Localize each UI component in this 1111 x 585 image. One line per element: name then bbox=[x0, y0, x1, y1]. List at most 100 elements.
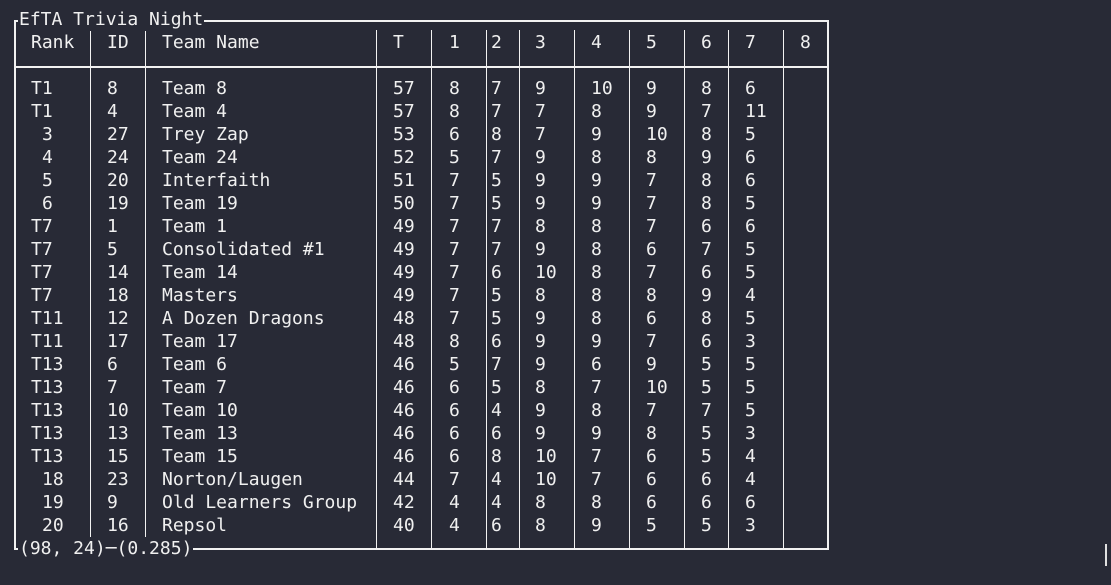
cell-7: 3 bbox=[745, 423, 756, 444]
cell-1: 7 bbox=[449, 216, 460, 237]
column-divider bbox=[629, 30, 630, 548]
cell-id: 27 bbox=[107, 124, 129, 145]
cell-5: 6 bbox=[646, 308, 657, 329]
cell-t: 48 bbox=[393, 308, 415, 329]
cell-rank: 19 bbox=[42, 492, 64, 513]
cell-team-name: Team 17 bbox=[162, 331, 238, 352]
status-time: (0.285) bbox=[116, 538, 193, 559]
cell-team-name: Interfaith bbox=[162, 170, 271, 191]
cell-rank: T7 bbox=[31, 285, 53, 306]
cell-t: 46 bbox=[393, 377, 415, 398]
cell-2: 5 bbox=[491, 170, 502, 191]
cell-1: 7 bbox=[449, 308, 460, 329]
status-bar: (98, 24)─(0.285) bbox=[18, 537, 194, 560]
cell-7: 6 bbox=[745, 492, 756, 513]
cell-7: 5 bbox=[745, 354, 756, 375]
cell-t: 51 bbox=[393, 170, 415, 191]
cell-2: 4 bbox=[491, 400, 502, 421]
cell-rank: 3 bbox=[42, 124, 53, 145]
cell-t: 42 bbox=[393, 492, 415, 513]
cell-6: 8 bbox=[701, 124, 712, 145]
cell-id: 19 bbox=[107, 193, 129, 214]
cell-1: 7 bbox=[449, 469, 460, 490]
cell-6: 5 bbox=[701, 354, 712, 375]
cell-4: 9 bbox=[591, 515, 602, 536]
cell-6: 8 bbox=[701, 308, 712, 329]
cell-id: 15 bbox=[107, 446, 129, 467]
cell-4: 8 bbox=[591, 308, 602, 329]
cell-6: 8 bbox=[701, 170, 712, 191]
cell-t: 49 bbox=[393, 239, 415, 260]
cell-3: 9 bbox=[535, 331, 546, 352]
cell-4: 9 bbox=[591, 124, 602, 145]
cell-2: 5 bbox=[491, 285, 502, 306]
cell-5: 8 bbox=[646, 147, 657, 168]
cell-5: 7 bbox=[646, 262, 657, 283]
cell-5: 9 bbox=[646, 354, 657, 375]
cell-3: 8 bbox=[535, 515, 546, 536]
cell-6: 8 bbox=[701, 193, 712, 214]
cell-3: 9 bbox=[535, 308, 546, 329]
cell-team-name: Consolidated #1 bbox=[162, 239, 325, 260]
cell-1: 8 bbox=[449, 101, 460, 122]
cell-7: 5 bbox=[745, 400, 756, 421]
cell-rank: T7 bbox=[31, 239, 53, 260]
cell-2: 8 bbox=[491, 446, 502, 467]
cell-team-name: Team 19 bbox=[162, 193, 238, 214]
cell-6: 5 bbox=[701, 423, 712, 444]
cell-2: 5 bbox=[491, 193, 502, 214]
cell-2: 7 bbox=[491, 147, 502, 168]
cell-team-name: Team 8 bbox=[162, 78, 228, 99]
cell-3: 9 bbox=[535, 193, 546, 214]
cell-5: 8 bbox=[646, 285, 657, 306]
cell-2: 7 bbox=[491, 101, 502, 122]
cell-6: 5 bbox=[701, 515, 712, 536]
cell-team-name: Team 14 bbox=[162, 262, 238, 283]
cell-1: 5 bbox=[449, 147, 460, 168]
cell-5: 8 bbox=[646, 423, 657, 444]
window-title: EfTA Trivia Night bbox=[18, 8, 205, 31]
cell-7: 6 bbox=[745, 78, 756, 99]
cell-7: 6 bbox=[745, 216, 756, 237]
cell-2: 7 bbox=[491, 354, 502, 375]
cell-team-name: Team 4 bbox=[162, 101, 228, 122]
cell-6: 5 bbox=[701, 446, 712, 467]
border-left bbox=[14, 20, 16, 550]
cell-2: 7 bbox=[491, 78, 502, 99]
cell-4: 8 bbox=[591, 216, 602, 237]
cell-5: 7 bbox=[646, 331, 657, 352]
cell-id: 23 bbox=[107, 469, 129, 490]
cell-id: 9 bbox=[107, 492, 118, 513]
column-divider bbox=[519, 30, 520, 548]
cell-2: 6 bbox=[491, 423, 502, 444]
cell-3: 9 bbox=[535, 78, 546, 99]
column-divider bbox=[431, 30, 432, 548]
cell-6: 7 bbox=[701, 101, 712, 122]
cell-t: 44 bbox=[393, 469, 415, 490]
cell-2: 4 bbox=[491, 492, 502, 513]
cell-rank: 20 bbox=[42, 515, 64, 536]
cell-rank: 18 bbox=[42, 469, 64, 490]
cell-rank: T13 bbox=[31, 400, 64, 421]
cell-id: 7 bbox=[107, 377, 118, 398]
cell-1: 4 bbox=[449, 515, 460, 536]
cell-4: 8 bbox=[591, 285, 602, 306]
cell-6: 6 bbox=[701, 469, 712, 490]
cell-id: 13 bbox=[107, 423, 129, 444]
cell-t: 49 bbox=[393, 216, 415, 237]
cell-4: 7 bbox=[591, 446, 602, 467]
cell-5: 9 bbox=[646, 101, 657, 122]
column-divider bbox=[728, 30, 729, 548]
cell-team-name: Team 10 bbox=[162, 400, 238, 421]
cell-1: 6 bbox=[449, 400, 460, 421]
cell-team-name: Team 13 bbox=[162, 423, 238, 444]
cell-5: 7 bbox=[646, 193, 657, 214]
cell-3: 8 bbox=[535, 216, 546, 237]
cell-t: 52 bbox=[393, 147, 415, 168]
column-divider bbox=[376, 30, 377, 548]
cell-4: 9 bbox=[591, 193, 602, 214]
cell-1: 6 bbox=[449, 446, 460, 467]
cell-2: 5 bbox=[491, 377, 502, 398]
column-divider bbox=[574, 30, 575, 548]
cell-6: 7 bbox=[701, 239, 712, 260]
